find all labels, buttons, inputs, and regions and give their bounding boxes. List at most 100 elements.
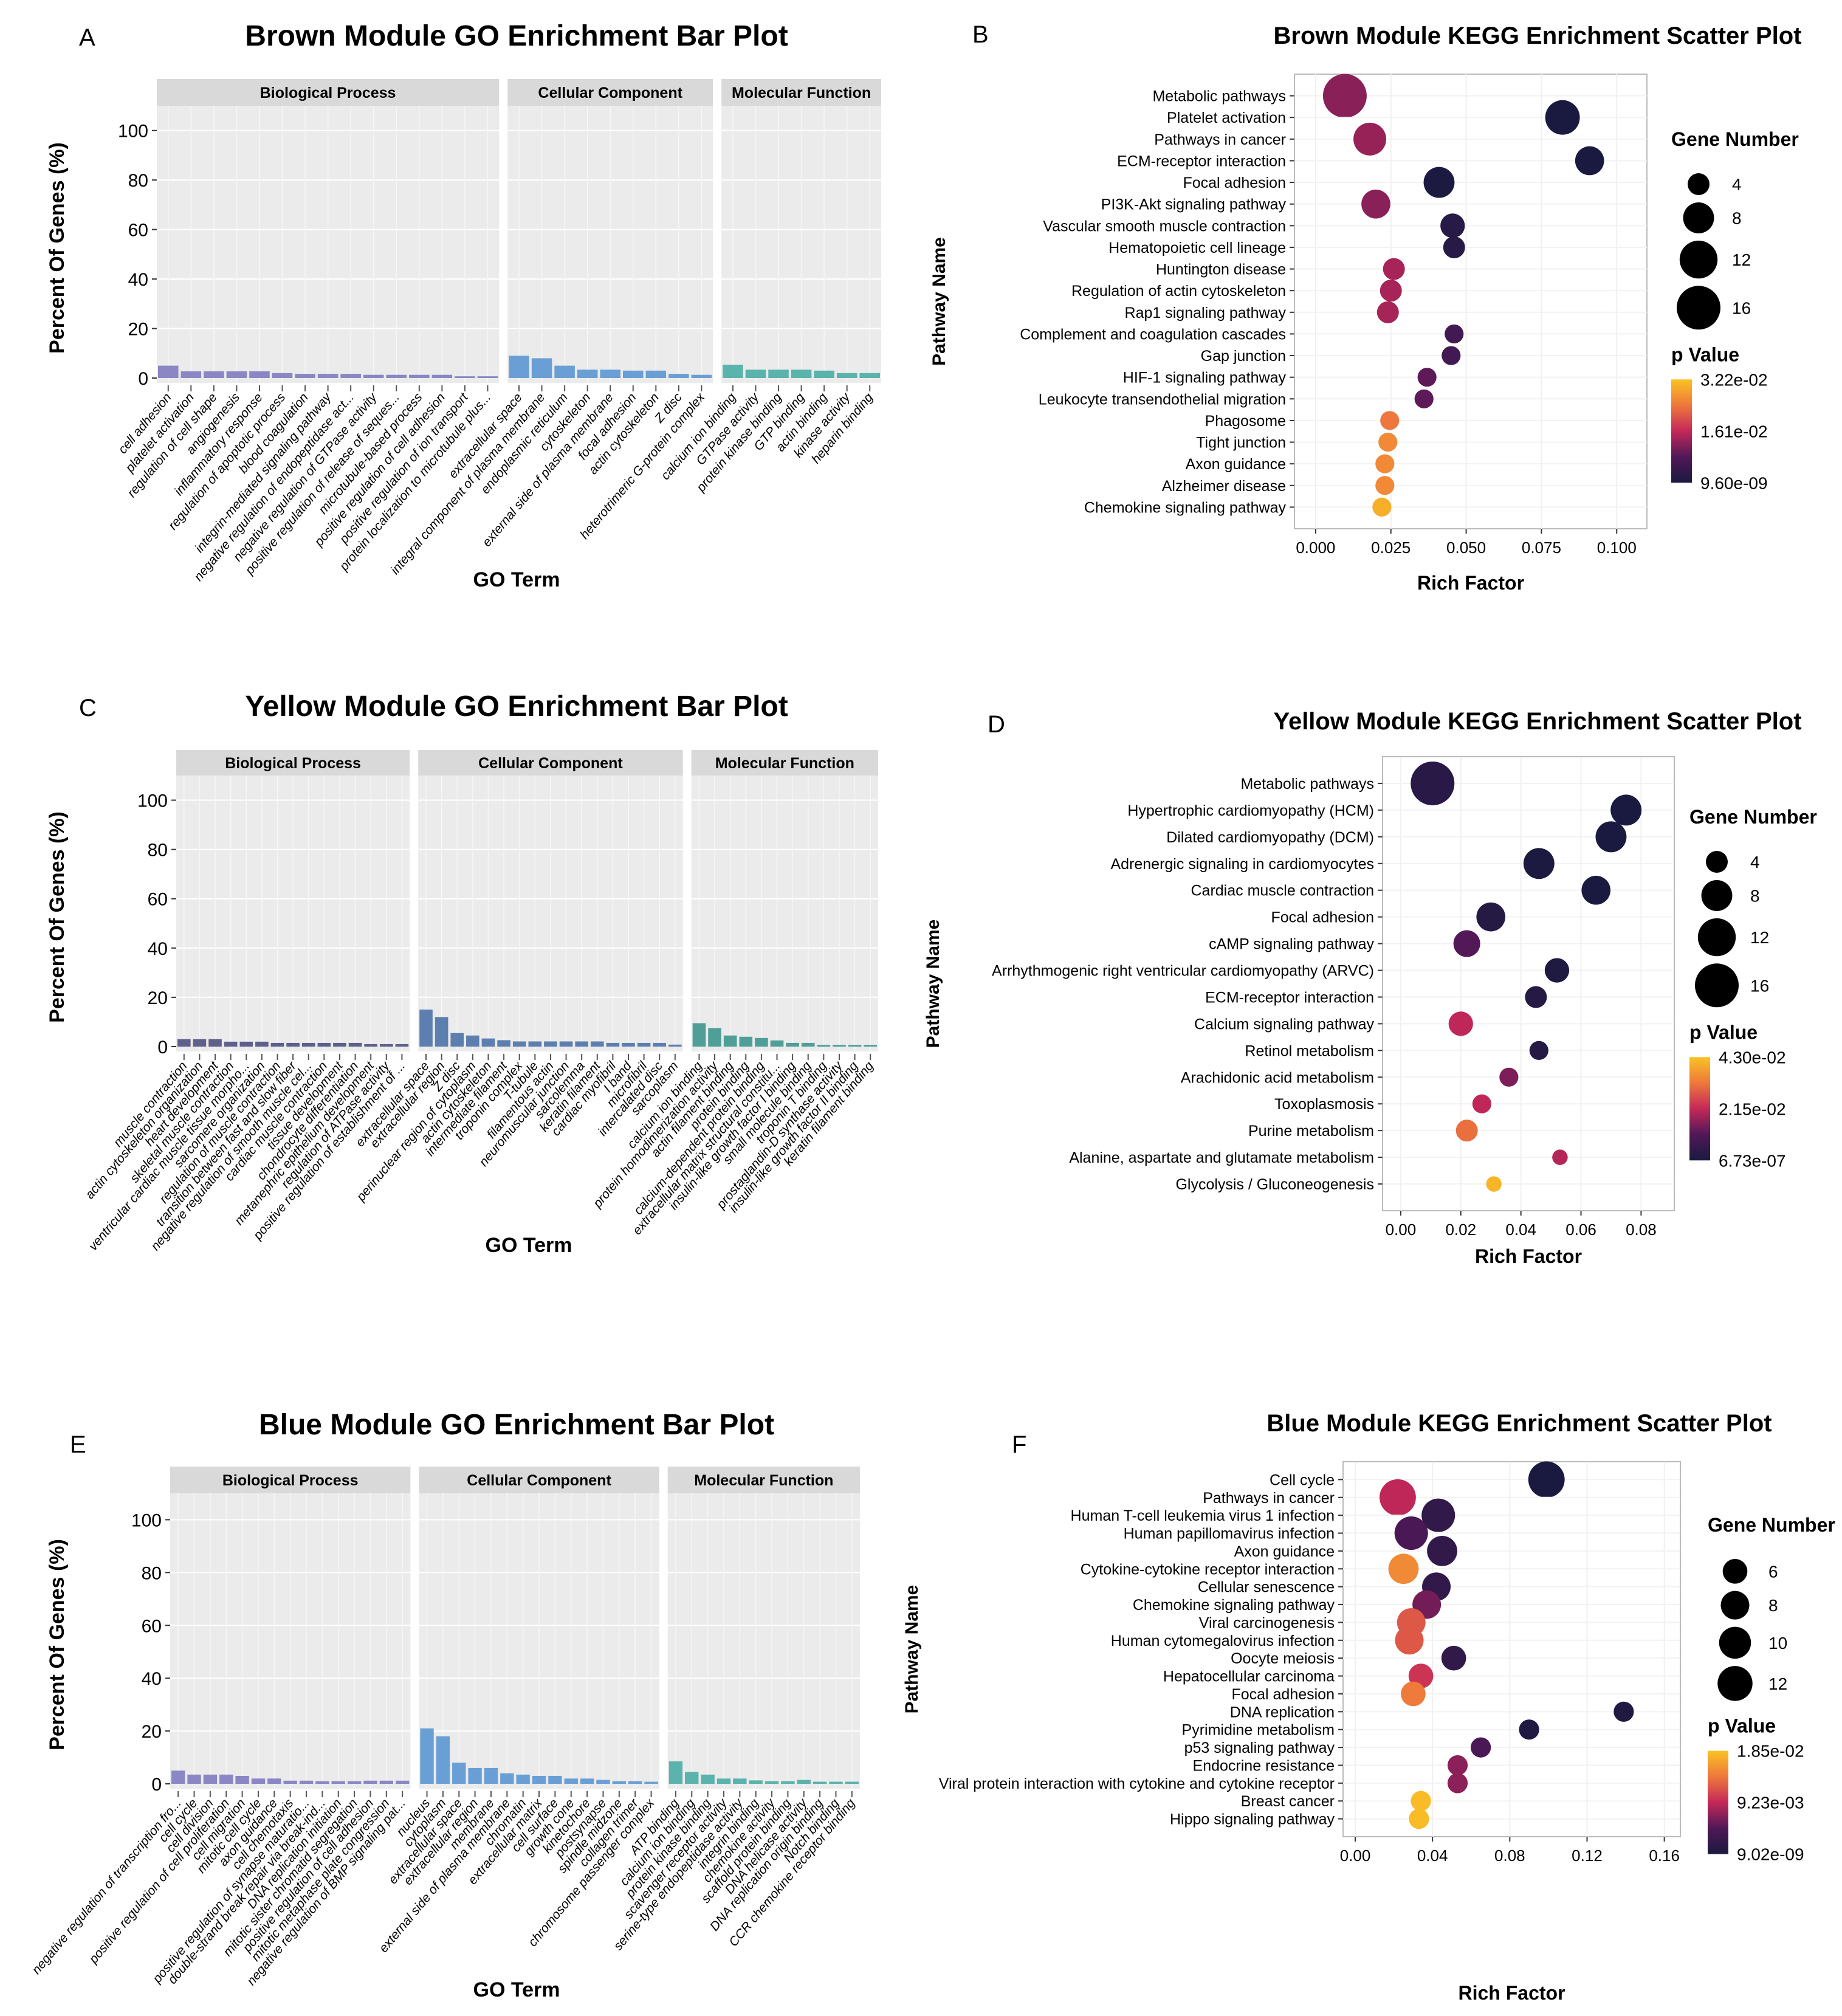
y-tick-label: 40 [128,270,148,290]
bar [859,373,880,378]
data-point [1427,1536,1457,1566]
bar [600,370,620,378]
size-legend-circle [1720,1591,1750,1620]
pathway-label: Hippo signaling pathway [1170,1811,1335,1828]
data-point [1376,301,1399,323]
pathway-label: Focal adhesion [1183,174,1286,191]
bar [516,1774,530,1784]
bar [836,373,857,378]
y-tick-label: 60 [148,890,168,910]
facet-panel [667,1493,860,1789]
bar [466,1035,479,1047]
x-tick-label: 0.16 [1649,1846,1680,1865]
size-legend-label: 8 [1750,886,1760,905]
pathway-label: Hematopoietic cell lineage [1108,239,1286,256]
data-point [1380,411,1400,430]
facet-strip [418,750,683,776]
bar [814,370,834,378]
bar [801,1042,815,1047]
pathway-label: Phagosome [1205,413,1286,430]
bar [577,370,598,378]
color-legend-label: 9.23e-03 [1737,1794,1804,1812]
data-point [1411,761,1455,805]
pathway-label: Metabolic pathways [1152,88,1286,105]
bar [606,1042,620,1047]
pathway-label: Dilated cardiomyopathy (DCM) [1166,829,1374,846]
bar [723,365,743,378]
bar [512,1041,526,1047]
x-tick-label: 0.12 [1572,1846,1603,1865]
facet-panel [691,776,878,1051]
pathway-label: Cell cycle [1270,1471,1335,1488]
facet-strip [667,1467,860,1493]
pathway-label: Retinol metabolism [1245,1042,1374,1059]
color-bar [1708,1750,1728,1854]
size-legend-circle [1683,202,1714,233]
facet-label: Molecular Function [715,755,854,772]
bar [180,371,202,378]
size-legend-circle [1679,240,1718,279]
bar [733,1778,747,1784]
bar [272,373,293,378]
bar [283,1780,297,1784]
bar [685,1772,699,1784]
size-legend-circle [1697,918,1736,957]
pathway-label: PI3K-Akt signaling pathway [1101,196,1287,213]
pathway-label: cAMP signaling pathway [1209,936,1374,953]
bar [379,1044,393,1047]
pathway-label: Gap junction [1201,348,1286,365]
x-axis-label: GO Term [473,1978,560,2001]
facet-label: Cellular Component [467,1472,611,1489]
data-point [1411,1791,1431,1811]
pathway-label: ECM-receptor interaction [1205,989,1374,1006]
bar [497,1040,510,1047]
panel-letter: D [988,711,1005,738]
size-legend-title: Gene Number [1708,1514,1835,1536]
x-axis-label: GO Term [486,1234,572,1257]
bar [315,1781,329,1784]
bar [532,1775,546,1784]
bar [235,1775,249,1784]
pathway-label: Pathways in cancer [1154,131,1286,148]
data-point [1395,1626,1424,1655]
data-point [1375,454,1395,473]
bar [239,1041,253,1047]
bar [791,370,812,378]
facet-strip [419,1467,659,1493]
y-tick-label: 60 [142,1616,162,1636]
chart-title: Yellow Module GO Enrichment Bar Plot [245,690,788,723]
bar [171,1770,185,1784]
size-legend-label: 6 [1768,1562,1778,1581]
size-legend-label: 10 [1768,1634,1787,1653]
pathway-label: Viral carcinogenesis [1199,1614,1335,1631]
pathway-label: Viral protein interaction with cytokine … [939,1775,1335,1792]
size-legend-circle [1701,880,1733,911]
color-legend-label: 1.61e-02 [1700,422,1768,441]
pathway-label: Human cytomegalovirus infection [1111,1632,1335,1650]
bar [249,371,270,378]
x-tick-label: 0.025 [1371,538,1411,557]
plot-area [1342,1461,1681,1837]
data-point [1372,497,1392,517]
data-point [1545,100,1580,135]
bar [765,1781,779,1784]
x-tick-label: 0.08 [1626,1220,1657,1239]
data-point [1447,1773,1468,1794]
data-point [1442,346,1461,365]
facet-strip [691,750,878,776]
bar [554,365,575,378]
color-legend-label: 3.22e-02 [1700,370,1768,389]
bar [848,1045,862,1047]
bar [468,1767,482,1784]
size-legend-circle [1717,1666,1753,1701]
data-point [1421,1498,1455,1532]
y-tick-label: 40 [142,1669,162,1689]
bar [224,1041,238,1047]
bar [204,371,224,378]
color-legend-label: 9.02e-09 [1737,1845,1804,1864]
color-legend-label: 2.15e-02 [1719,1099,1786,1118]
x-tick-label: 0.00 [1386,1220,1417,1239]
bar [668,374,689,378]
pathway-label: Alzheimer disease [1162,478,1286,495]
